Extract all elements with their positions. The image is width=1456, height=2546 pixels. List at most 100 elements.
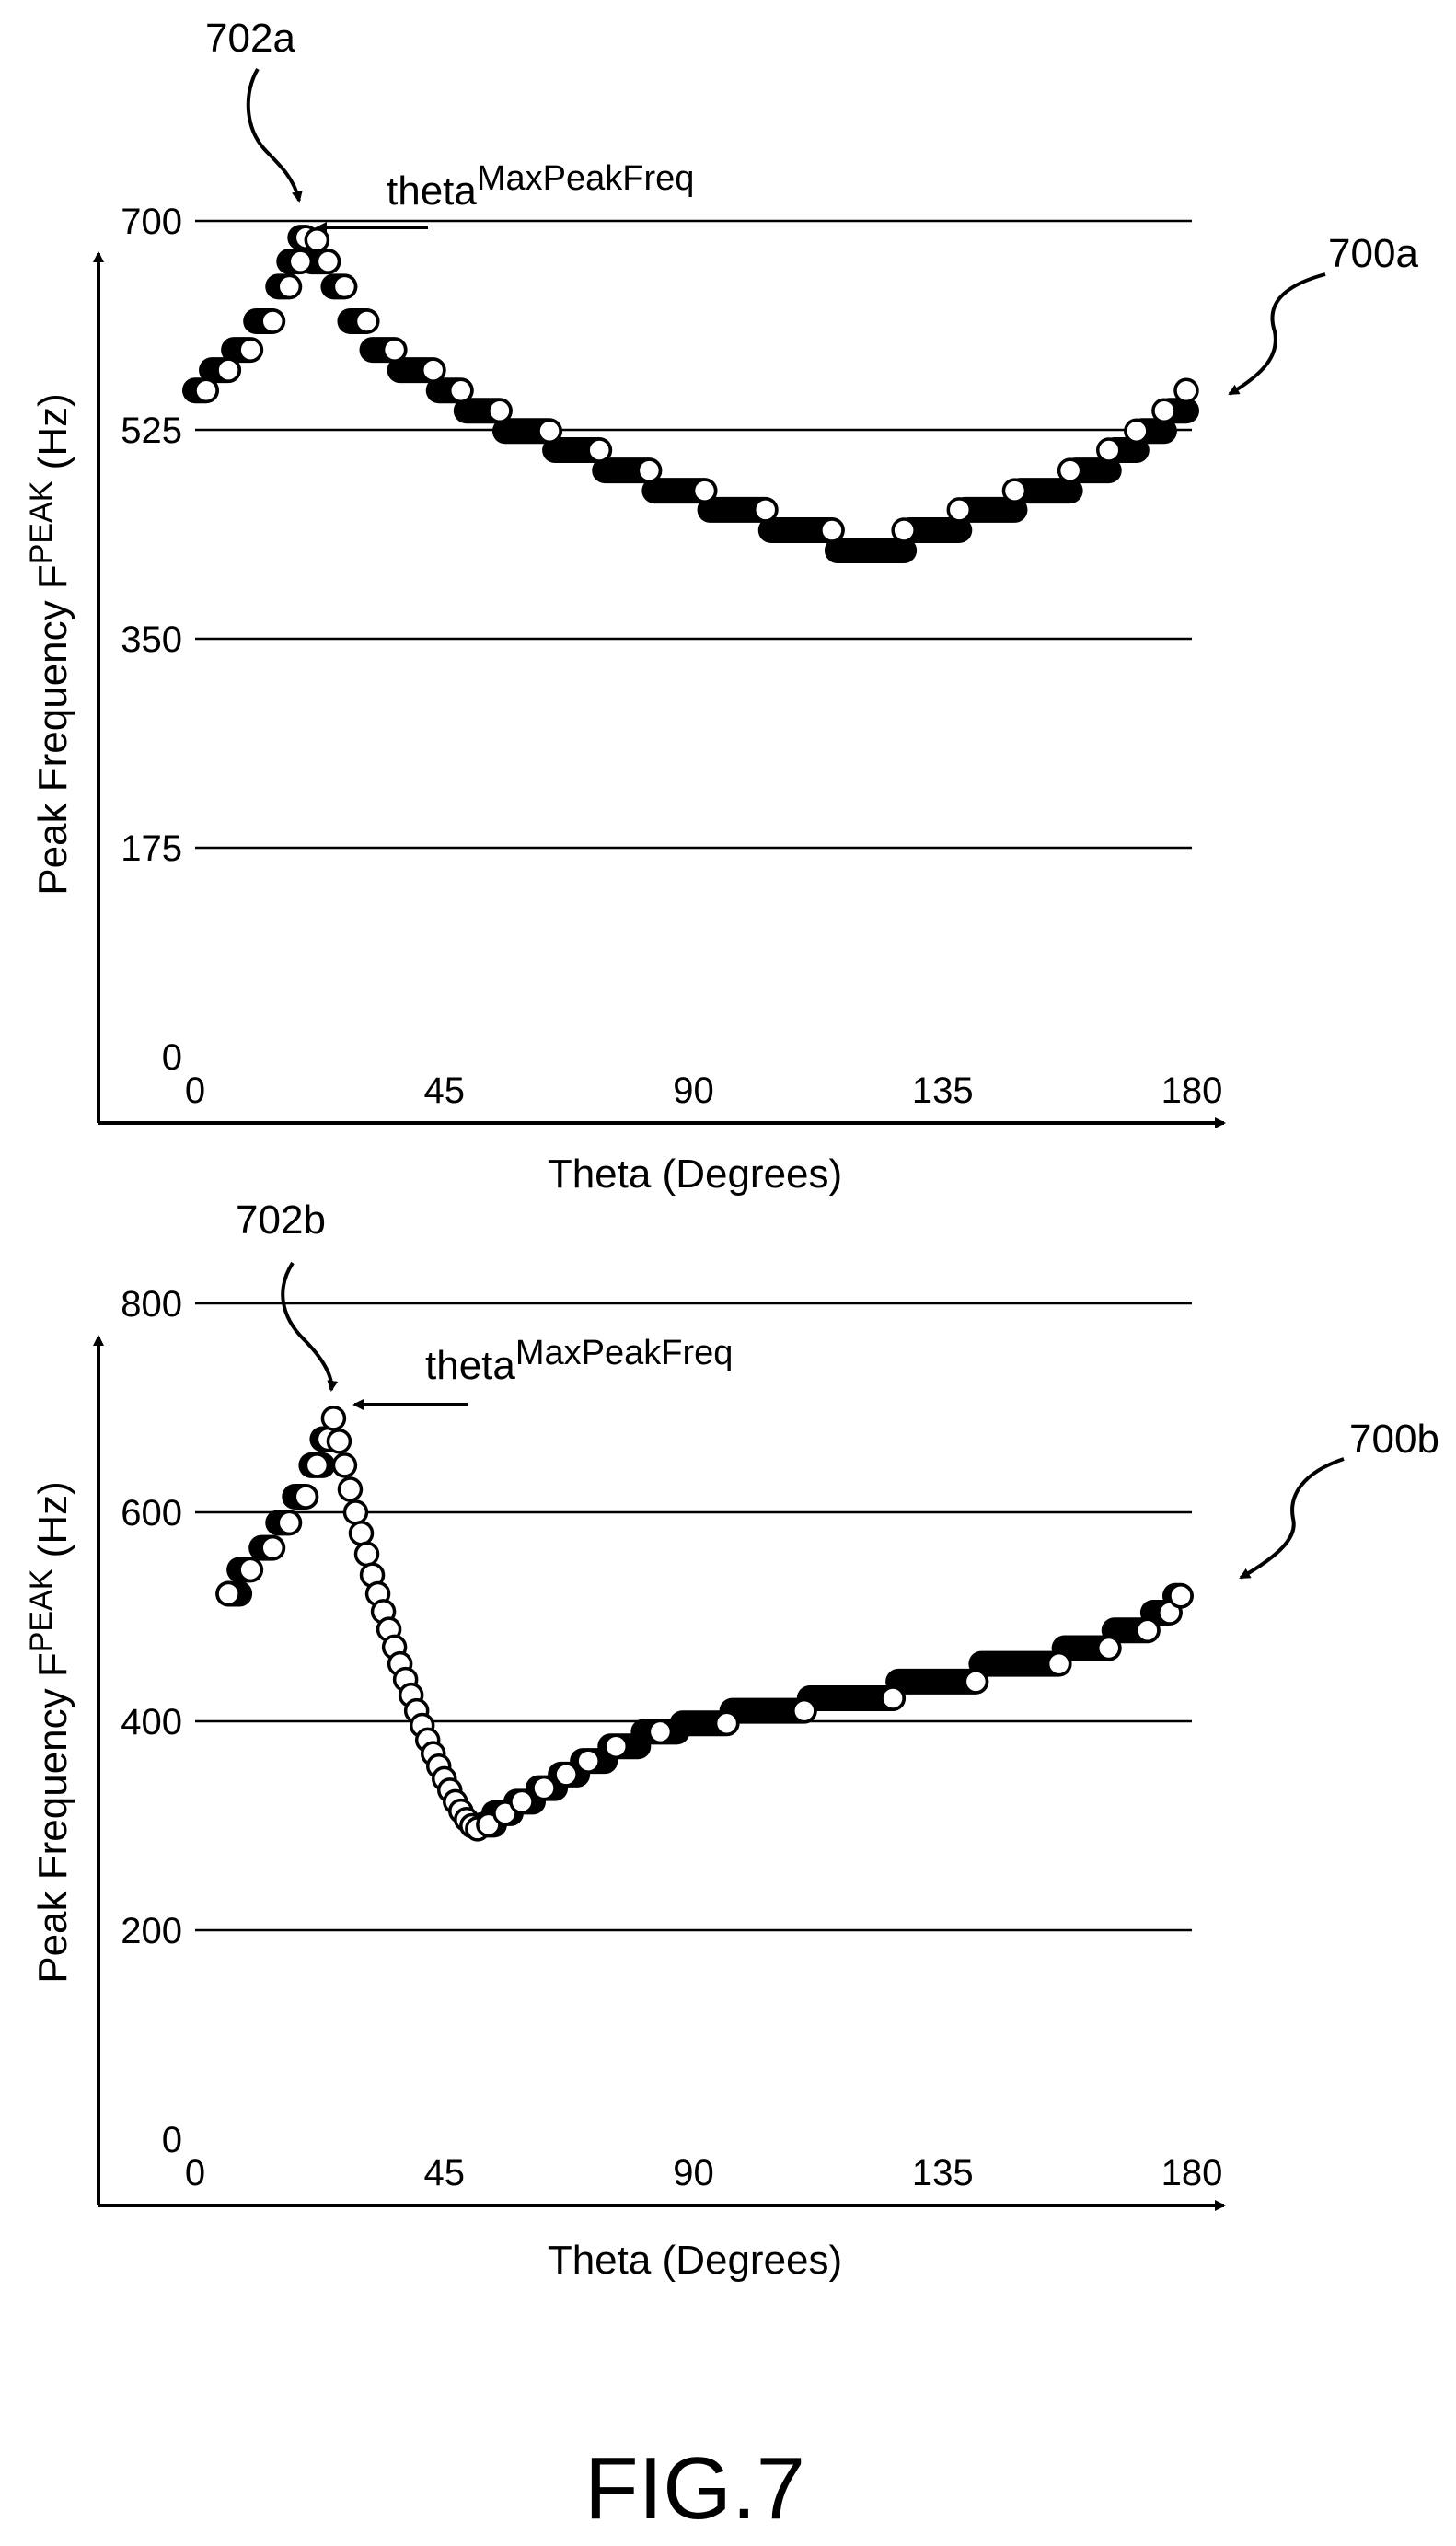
chart-700a-x-tick-4: 180	[1161, 1070, 1223, 1111]
chart-700b: 0 200 400 600 800 0 45 90 135 180 Theta (Degrees…	[24, 1198, 1439, 2283]
chart-700b-x-tick-2: 90	[673, 2153, 714, 2193]
chart-700a-filled-run-20	[824, 538, 918, 564]
chart-700b-y-tick-1: 200	[121, 1911, 182, 1951]
chart-700b-open-point-13	[353, 1541, 380, 1568]
chart-700b-open-point-44	[880, 1685, 906, 1711]
chart-700a-y-tick-2: 350	[121, 619, 182, 660]
chart-700a-peak-annotation: thetaMaxPeakFreq	[387, 159, 694, 214]
chart-700b-open-point-40	[603, 1733, 630, 1759]
chart-700a-open-point-1	[215, 357, 241, 383]
chart-700a-open-point-19	[752, 497, 779, 523]
chart-700b-open-point-48	[1135, 1617, 1161, 1644]
ref-label-700a: 700a	[1328, 231, 1418, 276]
chart-700a-y-axis-label: Peak Frequency FPEAK (Hz)	[24, 393, 75, 896]
chart-700b-gridlines	[195, 1302, 1192, 1932]
chart-700a-open-point-20	[819, 517, 845, 543]
chart-700b-open-point-43	[792, 1697, 817, 1724]
chart-700a-open-point-2	[237, 337, 263, 363]
chart-700a-open-point-16	[586, 437, 612, 463]
chart-700a-open-point-9	[331, 273, 358, 300]
chart-700b-filled-run-17	[796, 1685, 907, 1712]
figure-caption: FIG.7	[584, 2439, 805, 2538]
leader-arrow-700a	[1228, 272, 1326, 396]
chart-700a-axes	[93, 251, 1226, 1128]
chart-700a-x-tick-0: 0	[185, 1070, 205, 1111]
chart-700a-y-tick-labels: 0 175 350 525 700	[121, 202, 182, 1078]
chart-700b-open-point-0	[215, 1580, 241, 1607]
chart-700b-filled-run-16	[719, 1697, 817, 1724]
chart-700a-open-point-4	[276, 273, 303, 300]
chart-700a-x-tick-labels: 0 45 90 135 180	[185, 1070, 1223, 1111]
chart-700a-gridlines	[195, 219, 1192, 850]
leader-arrow-702b	[281, 1261, 339, 1392]
chart-700b-open-point-36	[509, 1788, 535, 1815]
chart-700a-open-point-8	[315, 249, 341, 274]
chart-700a-open-point-27	[1151, 398, 1177, 423]
chart-700b-open-point-47	[1096, 1635, 1122, 1661]
chart-700b-open-point-9	[331, 1452, 358, 1478]
chart-700b-open-point-8	[326, 1429, 352, 1454]
chart-700a-x-tick-3: 135	[912, 1070, 974, 1111]
chart-700b-open-point-1	[237, 1557, 263, 1583]
chart-700a-open-point-26	[1124, 418, 1150, 445]
chart-700a-open-point-13	[448, 377, 474, 403]
chart-700a-open-point-11	[381, 337, 408, 363]
chart-700b-open-point-5	[304, 1452, 330, 1478]
chart-700a-open-point-17	[636, 457, 663, 483]
chart-700b-open-point-46	[1046, 1650, 1072, 1677]
ref-label-702b: 702b	[236, 1198, 326, 1243]
chart-700a-x-axis-label: Theta (Degrees)	[548, 1151, 842, 1197]
chart-700a-open-point-25	[1096, 437, 1122, 463]
chart-700b-x-tick-1: 45	[424, 2153, 466, 2193]
chart-700b-open-point-42	[713, 1710, 740, 1737]
chart-700a-filled-run-23	[1007, 478, 1083, 504]
chart-700a-open-point-3	[260, 308, 285, 334]
chart-700b-x-axis-label: Theta (Degrees)	[548, 2238, 842, 2283]
chart-700a-x-tick-1: 45	[424, 1070, 466, 1111]
chart-700b-x-tick-3: 135	[912, 2153, 974, 2193]
chart-700b-open-point-3	[276, 1510, 303, 1536]
ref-label-700b: 700b	[1349, 1417, 1439, 1462]
chart-700b-y-tick-4: 800	[121, 1284, 182, 1325]
chart-700b-open-point-39	[575, 1748, 601, 1774]
chart-700b-open-point-4	[293, 1484, 319, 1510]
chart-700a-open-point-5	[287, 249, 314, 274]
chart-700b-filled-run-19	[968, 1650, 1072, 1677]
chart-700b-open-point-12	[348, 1520, 375, 1546]
chart-700b-filled-run-18	[885, 1668, 989, 1695]
chart-700a-y-tick-4: 700	[121, 202, 182, 242]
chart-700a-open-point-18	[691, 478, 718, 503]
chart-700a-filled-markers	[182, 225, 1199, 564]
chart-700a-x-tick-2: 90	[673, 1070, 714, 1111]
chart-700b-open-point-41	[647, 1719, 674, 1745]
chart-700a: 0 175 350 525 700 0 45 90 135 180 Theta (Degrees…	[24, 16, 1418, 1197]
chart-700b-open-point-2	[260, 1534, 285, 1561]
chart-700b-y-tick-3: 600	[121, 1493, 182, 1533]
chart-700b-x-tick-labels: 0 45 90 135 180	[185, 2153, 1223, 2193]
chart-700b-open-point-10	[337, 1476, 364, 1502]
chart-700b-axes	[93, 1335, 1226, 2211]
chart-700b-open-point-11	[342, 1499, 369, 1525]
chart-700b-open-point-37	[531, 1775, 557, 1801]
leader-arrow-700b	[1239, 1457, 1345, 1580]
chart-700a-open-point-22	[946, 497, 973, 523]
chart-700a-y-tick-3: 525	[121, 411, 182, 451]
chart-700a-open-point-0	[193, 377, 219, 403]
chart-700a-filled-run-22	[952, 496, 1028, 523]
chart-700b-open-point-7	[320, 1406, 347, 1431]
chart-700a-y-tick-1: 175	[121, 828, 182, 869]
chart-700a-open-point-21	[891, 517, 917, 543]
chart-700a-open-point-23	[1001, 478, 1028, 503]
chart-700b-y-tick-2: 400	[121, 1702, 182, 1742]
chart-700b-open-point-45	[963, 1669, 989, 1695]
chart-700b-open-point-38	[553, 1762, 579, 1788]
chart-700a-open-point-15	[537, 418, 562, 445]
chart-700b-y-axis-label: Peak Frequency FPEAK (Hz)	[24, 1481, 75, 1984]
chart-700a-filled-run-21	[896, 516, 973, 543]
chart-700a-open-point-10	[353, 308, 380, 334]
chart-700b-y-tick-0: 0	[162, 2120, 182, 2160]
chart-700a-open-point-14	[487, 398, 513, 423]
ref-label-702a: 702a	[205, 16, 295, 61]
chart-700a-open-point-28	[1173, 377, 1199, 403]
